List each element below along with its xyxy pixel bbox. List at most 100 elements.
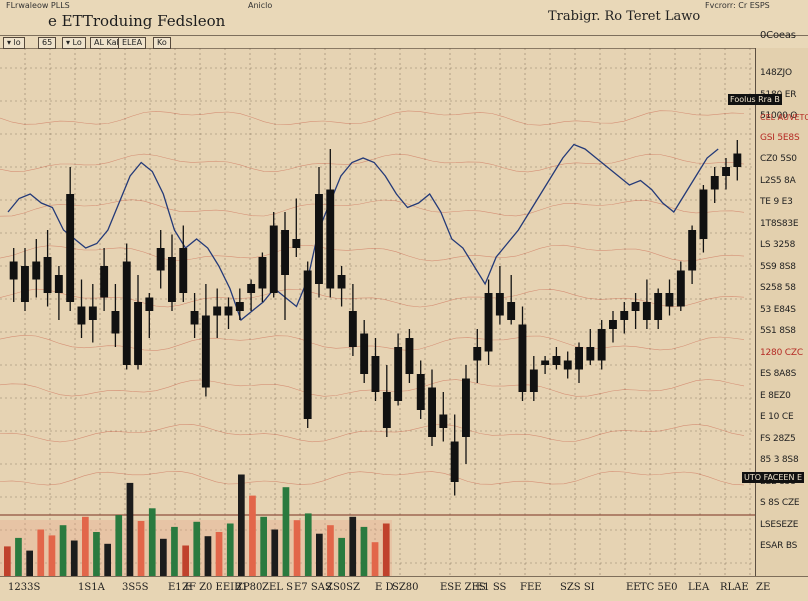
candle-body (145, 297, 154, 311)
x-tick-label: EE (626, 582, 641, 593)
candle-body (292, 239, 301, 248)
app-title: e ETTroduing Fedsleon (48, 12, 226, 30)
candle-body (43, 257, 52, 293)
x-tick-label: 3S5S (122, 582, 149, 593)
volume-bar (160, 538, 167, 576)
candle-body (439, 414, 448, 428)
timeframe-dropdown[interactable]: ▾ lo (3, 37, 25, 49)
candle-body (281, 230, 289, 275)
candlestick-chart[interactable] (0, 48, 755, 576)
candle-body (21, 266, 29, 302)
price-label: LSESEZE (760, 519, 799, 530)
overlay-line (7, 143, 719, 322)
volume-bar (260, 516, 267, 576)
indicator-line (0, 199, 745, 217)
candle-body (201, 315, 210, 388)
x-tick-label: E7 SAS (294, 582, 332, 593)
top-right-text: Fvcrorr: Cr ESPS (705, 1, 770, 10)
candle-body (258, 257, 267, 289)
volume-bar (182, 545, 189, 576)
price-label: S258 58 (760, 283, 796, 293)
candle-body (66, 194, 75, 302)
candle-body (269, 225, 278, 293)
candle-body (563, 360, 572, 370)
candle-body (462, 378, 470, 437)
candle-body (688, 230, 697, 271)
candle-body (134, 302, 142, 365)
volume-bar (371, 542, 379, 576)
candle-body (642, 302, 651, 320)
volume-bar (226, 523, 234, 576)
price-flag-label: UTO FACEEN E (742, 472, 805, 483)
x-tick-label: SZS SI (560, 582, 595, 593)
candle-body (32, 261, 41, 280)
volume-bar (360, 526, 368, 576)
x-tick-label: ZF Z0 EEIB1 (182, 582, 248, 593)
price-label: E 10 CE (760, 412, 794, 422)
volume-bar (193, 521, 201, 576)
volume-bar (82, 516, 89, 576)
candle-body (518, 324, 527, 392)
volume-bar (70, 540, 78, 576)
candle-body (722, 167, 730, 176)
price-label: FS 28Z5 (760, 433, 796, 444)
candle-body (337, 275, 346, 289)
candle-body (597, 329, 606, 361)
candle-body (541, 360, 550, 365)
candle-body (315, 194, 323, 284)
price-label: 5S9 8S8 (760, 261, 796, 272)
candle-body (631, 302, 640, 311)
x-tick-label: FEE (520, 582, 542, 593)
candle-body (156, 248, 165, 271)
price-label: 53 E84S (760, 304, 796, 315)
candle-body (575, 347, 583, 370)
volume-bar (304, 513, 312, 576)
candle-body (348, 311, 357, 347)
layout-button[interactable]: ELEA (118, 37, 147, 49)
candle-body (179, 248, 188, 293)
chart-window-title: Trabigr. Ro Teret Lawo (548, 9, 701, 24)
price-label: 51000 O (760, 111, 798, 121)
candle-body (665, 293, 674, 307)
x-tick-label: LEA (688, 582, 710, 593)
candle-body (213, 306, 222, 316)
price-label: 1T8S83E (760, 218, 799, 229)
candle-body (247, 284, 256, 293)
price-label: 1280 CZC (760, 347, 803, 358)
candle-body (111, 311, 120, 334)
volume-bar (115, 515, 123, 576)
price-label: LS 3258 (760, 240, 796, 250)
volume-bar (59, 525, 67, 576)
volume-bar (316, 533, 323, 576)
volume-bar (338, 537, 345, 576)
indicator-line (0, 153, 745, 173)
volume-bar (349, 516, 357, 576)
volume-bar (15, 537, 22, 576)
x-tick-label: 1S1A (78, 582, 105, 593)
period-field[interactable]: 65 (38, 37, 57, 49)
top-center-text: Aniclo (248, 1, 273, 10)
volume-bar (382, 523, 390, 576)
time-axis: 1233S 1S1A 3S5S E1 E ZF Z0 EEIB1 ZP80 ZEL S E7 … (0, 576, 808, 601)
volume-bar (48, 535, 56, 576)
chart-type-dropdown[interactable]: ▾ Lo (62, 37, 86, 49)
close-tool-button[interactable]: Ko (153, 37, 171, 49)
candle-body (495, 293, 504, 316)
candle-body (371, 356, 380, 392)
candle-body (654, 293, 663, 320)
price-label: CZ0 5S0 (760, 154, 797, 164)
price-label: 5S1 8S8 (760, 326, 796, 336)
volume-bar (204, 536, 212, 576)
price-flag-label: CEL AUVETOR (760, 113, 808, 122)
candle-body (9, 261, 18, 280)
indicator-line (0, 470, 745, 486)
indicator-line (0, 244, 745, 262)
volume-bar (148, 508, 156, 576)
candle-body (88, 306, 97, 320)
candle-body (405, 338, 414, 374)
candle-body (450, 441, 459, 482)
indicator-line (0, 423, 745, 443)
volume-bar (249, 495, 256, 576)
candle-body (394, 347, 403, 401)
